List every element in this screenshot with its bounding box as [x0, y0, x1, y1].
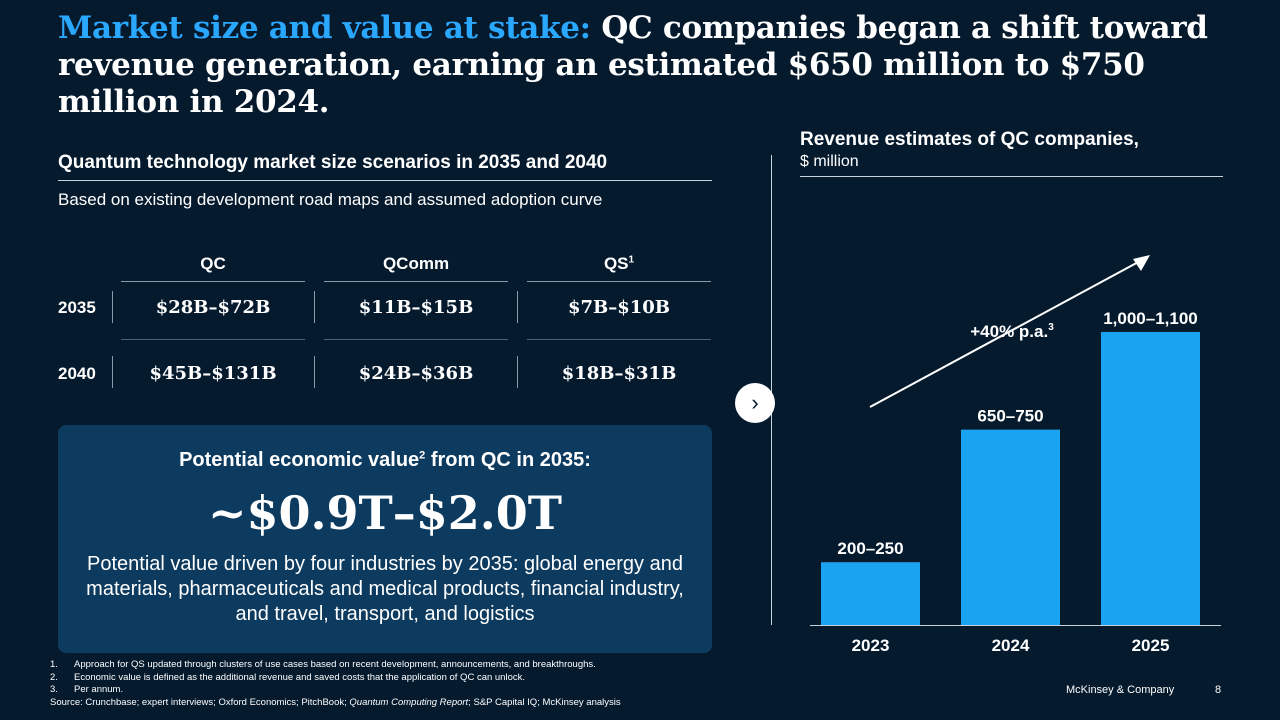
title-rest: QC companies began a shift toward revenu…: [58, 10, 1208, 120]
x-tick-2025: 2025: [1132, 636, 1170, 655]
chart-title-line1: Revenue estimates of QC companies,: [800, 129, 1139, 150]
economic-value-description: Potential value driven by four industrie…: [86, 553, 684, 625]
column-header-qcomm: QComm: [324, 254, 508, 282]
row-year-2035: 2035: [58, 298, 96, 317]
chart-title: Revenue estimates of QC companies, $ mil…: [800, 129, 1223, 177]
row-divider: [517, 291, 518, 323]
footnote-2: 2. Economic value is defined as the addit…: [50, 671, 525, 683]
column-header-qc: QC: [121, 254, 305, 282]
bar-2024: [961, 429, 1060, 625]
brand-name: McKinsey & Company: [1066, 684, 1175, 696]
row-divider: [314, 356, 315, 388]
bar-label-2024: 650–750: [977, 407, 1043, 426]
market-size-subheading: Based on existing development road maps …: [58, 190, 603, 209]
bar-2025: [1101, 331, 1200, 625]
slide-title: Market size and value at stake: QC compa…: [58, 10, 1238, 121]
page-number: 8: [1215, 684, 1222, 696]
section-divider: [771, 155, 772, 625]
footnote-3: 3. Per annum.: [50, 684, 124, 695]
row-separator: [121, 339, 305, 340]
cell-2035-qcomm: $11B–$15B: [358, 297, 474, 318]
chevron-right-icon: ›: [751, 390, 759, 415]
economic-value-title: Potential economic value2 from QC in 203…: [179, 449, 591, 471]
footnote-1: 1. Approach for QS updated through cluste…: [50, 659, 596, 670]
row-divider: [112, 356, 113, 388]
market-size-heading: Quantum technology market size scenarios…: [58, 152, 712, 181]
cell-2035-qc: $28B–$72B: [155, 297, 271, 318]
x-tick-2024: 2024: [992, 636, 1030, 655]
economic-value-box: Potential economic value2 from QC in 203…: [58, 425, 712, 653]
chart-title-units: $ million: [800, 153, 859, 170]
row-divider: [517, 356, 518, 388]
column-header-qs: QS1: [527, 254, 711, 282]
bar-label-2025: 1,000–1,100: [1103, 309, 1198, 328]
next-button[interactable]: ›: [735, 383, 775, 423]
bar-2023: [821, 562, 920, 625]
bar-label-2023: 200–250: [837, 539, 903, 558]
growth-arrow-head: [1133, 255, 1150, 271]
title-highlight: Market size and value at stake:: [58, 10, 591, 46]
row-divider: [112, 291, 113, 323]
row-separator: [527, 339, 711, 340]
growth-annotation: +40% p.a.3: [970, 322, 1054, 341]
row-divider: [314, 291, 315, 323]
cell-2040-qs: $18B–$31B: [561, 363, 677, 384]
economic-value-amount: ~$0.9T–$2.0T: [207, 486, 563, 540]
cell-2035-qs: $7B–$10B: [567, 297, 671, 318]
cell-2040-qc: $45B–$131B: [149, 363, 277, 384]
footnotes: 1. Approach for QS updated through cluste…: [50, 659, 850, 709]
revenue-bar-chart: 200–250 2023 650–750 2024 1,000–1,100 2025 +40…: [810, 255, 1221, 655]
growth-arrow-line: [869, 259, 1143, 408]
row-year-2040: 2040: [58, 364, 96, 383]
row-separator: [324, 339, 508, 340]
source-line: Source: Crunchbase; expert interviews; O…: [50, 696, 621, 708]
cell-2040-qcomm: $24B–$36B: [358, 363, 474, 384]
x-tick-2023: 2023: [852, 636, 890, 655]
